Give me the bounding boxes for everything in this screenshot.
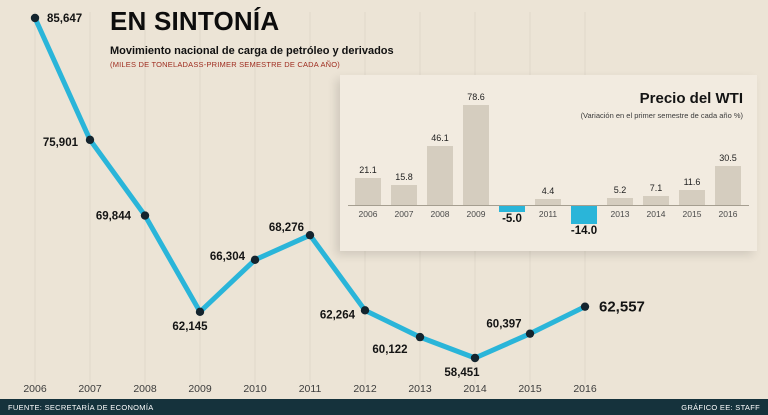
wti-value-2012: -14.0 [570, 224, 598, 237]
wti-value-2013: 5.2 [613, 185, 627, 196]
wti-column-2007: 15.8 2007 [386, 75, 422, 251]
wti-value-2011: 4.4 [541, 186, 555, 197]
data-point-2007 [85, 135, 95, 145]
source-credit: FUENTE: SECRETARÍA DE ECONOMÍA [8, 402, 154, 412]
data-point-2006 [30, 13, 40, 23]
value-label-2014: 58,451 [444, 367, 480, 379]
header: EN SINTONÍA Movimiento nacional de carga… [110, 6, 530, 69]
value-label-2016: 62,557 [599, 299, 645, 316]
wti-bar-2006 [355, 178, 381, 205]
page-title: EN SINTONÍA [110, 6, 280, 36]
footer-bar: FUENTE: SECRETARÍA DE ECONOMÍA GRÁFICO E… [0, 399, 768, 415]
x-axis-year-2012: 2012 [353, 383, 377, 395]
x-axis-year-2008: 2008 [133, 383, 157, 395]
wti-column-2011: 4.4 2011 [530, 75, 566, 251]
wti-column-2006: 21.1 2006 [350, 75, 386, 251]
chart-subtitle: Movimiento nacional de carga de petróleo… [110, 45, 394, 57]
x-axis-year-2011: 2011 [299, 383, 322, 395]
wti-value-2006: 21.1 [359, 165, 377, 176]
wti-column-2015: 11.6 2015 [674, 75, 710, 251]
data-point-2011 [305, 230, 315, 240]
wti-year-2015: 2015 [682, 209, 702, 219]
axis-baseline [348, 205, 749, 206]
wti-bar-2013 [607, 198, 633, 205]
wti-bar-2014 [643, 195, 669, 205]
wti-year-2013: 2013 [610, 209, 630, 219]
x-axis-year-2006: 2006 [23, 383, 47, 395]
chart-unit-note: (MILES DE TONELADASS-PRIMER SEMESTRE DE … [110, 60, 340, 69]
wti-value-2009: 78.6 [467, 92, 485, 102]
data-point-2009 [195, 307, 205, 317]
wti-year-2007: 2007 [394, 209, 414, 219]
wti-column-2010: -5.0 [494, 75, 530, 251]
wti-bar-2016 [715, 166, 741, 205]
wti-column-2013: 5.2 2013 [602, 75, 638, 251]
value-label-2008: 69,844 [96, 211, 132, 223]
value-label-2009: 62,145 [172, 321, 208, 333]
inset-title: Precio del WTI [639, 90, 743, 107]
value-label-2015: 60,397 [486, 319, 521, 331]
data-point-2014 [470, 353, 480, 363]
value-label-2012: 62,264 [320, 309, 356, 321]
wti-year-2016: 2016 [718, 209, 738, 219]
wti-column-2016: 30.5 2016 [710, 75, 746, 251]
value-label-2007: 75,901 [43, 137, 79, 149]
wti-column-2014: 7.1 2014 [638, 75, 674, 251]
inset-subtitle: (Variación en el primer semestre de cada… [580, 111, 743, 120]
data-point-2015 [525, 329, 535, 338]
wti-year-2011: 2011 [538, 209, 558, 219]
wti-column-2009: 78.6 2009 [458, 75, 494, 251]
wti-year-2009: 2009 [466, 209, 486, 219]
data-point-2012 [360, 306, 370, 315]
wti-bar-2012 [571, 206, 597, 224]
wti-bar-2015 [679, 190, 705, 205]
x-axis-year-2009: 2009 [188, 383, 212, 395]
value-label-2011: 68,276 [269, 222, 304, 234]
wti-value-2008: 46.1 [431, 133, 449, 144]
x-axis-year-2016: 2016 [573, 383, 597, 395]
wti-bar-2011 [535, 199, 561, 205]
value-label-2013: 60,122 [372, 344, 407, 356]
wti-year-2008: 2008 [430, 209, 450, 219]
wti-bar-2010 [499, 206, 525, 213]
wti-bar-2007 [391, 184, 417, 205]
wti-value-2016: 30.5 [719, 153, 737, 164]
wti-value-2014: 7.1 [649, 182, 663, 193]
wti-value-2007: 15.8 [395, 171, 413, 182]
value-label-2010: 66,304 [210, 251, 246, 263]
wti-bar-chart: 21.1 2006 15.8 2007 46.1 2008 78.6 2009 -5.0 4.4 2… [340, 75, 757, 251]
graphic-credit: GRÁFICO EE: STAFF [681, 402, 760, 412]
wti-value-2015: 11.6 [683, 177, 701, 188]
x-axis-year-2013: 2013 [408, 383, 432, 395]
value-label-2006: 85,647 [47, 13, 82, 25]
wti-year-2006: 2006 [358, 209, 378, 219]
wti-bar-2008 [427, 146, 453, 205]
x-axis-year-2015: 2015 [518, 383, 542, 395]
data-point-2016 [580, 302, 590, 311]
wti-year-2014: 2014 [646, 209, 666, 219]
wti-column-2008: 46.1 2008 [422, 75, 458, 251]
data-point-2010 [250, 255, 260, 265]
wti-inset-panel: Precio del WTI (Variación en el primer s… [340, 75, 757, 251]
wti-bar-2009 [463, 105, 489, 205]
wti-column-2012: -14.0 [566, 75, 602, 251]
x-axis-year-2007: 2007 [78, 383, 102, 395]
data-point-2013 [415, 332, 425, 342]
x-axis-year-2014: 2014 [463, 383, 487, 395]
x-axis-year-2010: 2010 [243, 383, 267, 395]
wti-value-2010: -5.0 [502, 213, 522, 226]
data-point-2008 [140, 211, 150, 220]
